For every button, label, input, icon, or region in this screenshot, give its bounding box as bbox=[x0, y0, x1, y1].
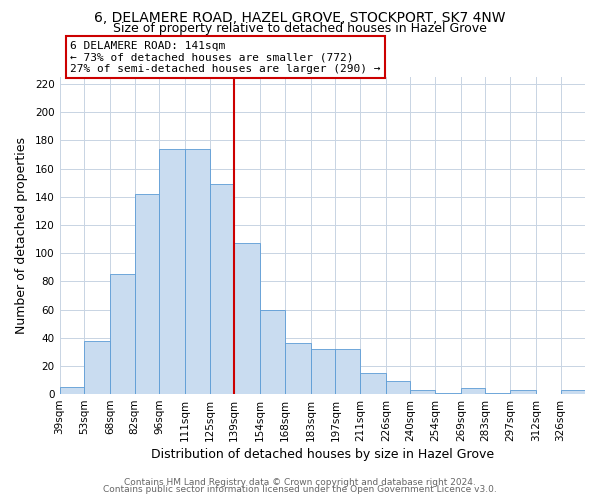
Bar bbox=[84, 340, 110, 394]
X-axis label: Distribution of detached houses by size in Hazel Grove: Distribution of detached houses by size … bbox=[151, 448, 494, 461]
Bar bbox=[335, 349, 360, 394]
Bar bbox=[260, 310, 285, 394]
Bar bbox=[159, 149, 185, 394]
Bar bbox=[110, 274, 134, 394]
Text: 6, DELAMERE ROAD, HAZEL GROVE, STOCKPORT, SK7 4NW: 6, DELAMERE ROAD, HAZEL GROVE, STOCKPORT… bbox=[94, 11, 506, 25]
Bar bbox=[410, 390, 435, 394]
Bar bbox=[185, 149, 209, 394]
Bar bbox=[435, 392, 461, 394]
Bar bbox=[209, 184, 234, 394]
Bar bbox=[360, 373, 386, 394]
Bar bbox=[510, 390, 536, 394]
Bar bbox=[234, 244, 260, 394]
Bar bbox=[134, 194, 159, 394]
Bar bbox=[560, 390, 585, 394]
Y-axis label: Number of detached properties: Number of detached properties bbox=[15, 137, 28, 334]
Text: Contains HM Land Registry data © Crown copyright and database right 2024.: Contains HM Land Registry data © Crown c… bbox=[124, 478, 476, 487]
Text: Size of property relative to detached houses in Hazel Grove: Size of property relative to detached ho… bbox=[113, 22, 487, 35]
Text: Contains public sector information licensed under the Open Government Licence v3: Contains public sector information licen… bbox=[103, 485, 497, 494]
Bar bbox=[386, 382, 410, 394]
Bar bbox=[285, 344, 311, 394]
Bar bbox=[311, 349, 335, 394]
Bar bbox=[59, 387, 84, 394]
Bar bbox=[485, 392, 510, 394]
Bar bbox=[461, 388, 485, 394]
Text: 6 DELAMERE ROAD: 141sqm
← 73% of detached houses are smaller (772)
27% of semi-d: 6 DELAMERE ROAD: 141sqm ← 73% of detache… bbox=[70, 40, 380, 74]
